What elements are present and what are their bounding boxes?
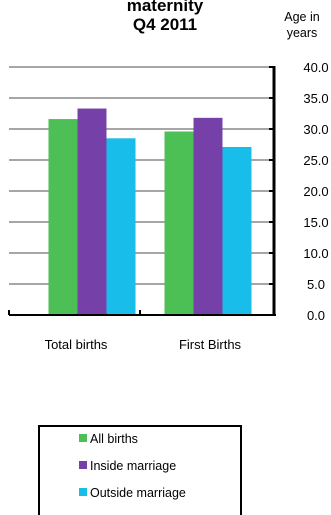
legend: All births Inside marriage Outside marri… xyxy=(38,425,242,515)
category-label-total-births: Total births xyxy=(45,337,108,352)
legend-swatch-inside-marriage xyxy=(79,461,87,469)
y-tick-label: 20.0 xyxy=(303,184,328,199)
legend-label-inside-marriage: Inside marriage xyxy=(90,459,176,473)
y-tick-label: 35.0 xyxy=(303,91,328,106)
y-axis-label-line-1: Age in xyxy=(284,10,319,24)
bar xyxy=(164,131,194,315)
legend-swatch-outside-marriage xyxy=(79,488,87,496)
y-axis-label-line-2: years xyxy=(287,26,318,40)
legend-label-outside-marriage: Outside marriage xyxy=(90,486,186,500)
bar xyxy=(106,138,136,315)
bar xyxy=(222,146,252,315)
y-tick-label: 30.0 xyxy=(303,122,328,137)
y-tick-label: 5.0 xyxy=(307,277,325,292)
bar xyxy=(48,119,78,315)
y-tick-label: 15.0 xyxy=(303,215,328,230)
y-tick-label: 10.0 xyxy=(303,246,328,261)
legend-swatch-all-births xyxy=(79,434,87,442)
y-tick-label: 25.0 xyxy=(303,153,328,168)
category-label-first-births: First Births xyxy=(179,337,242,352)
legend-label-all-births: All births xyxy=(90,432,138,446)
y-tick-labels: 0.0 5.0 10.0 15.0 20.0 25.0 30.0 35.0 40.0 xyxy=(303,60,328,323)
legend-frame xyxy=(38,425,242,515)
y-tick-label: 40.0 xyxy=(303,60,328,75)
bars xyxy=(48,108,252,315)
bar xyxy=(77,108,107,315)
axes xyxy=(8,66,276,316)
bar xyxy=(193,117,223,315)
y-tick-label: 0.0 xyxy=(307,308,325,323)
chart-title-line-2: Q4 2011 xyxy=(133,15,197,34)
chart-title-line-1: maternity xyxy=(127,0,204,15)
